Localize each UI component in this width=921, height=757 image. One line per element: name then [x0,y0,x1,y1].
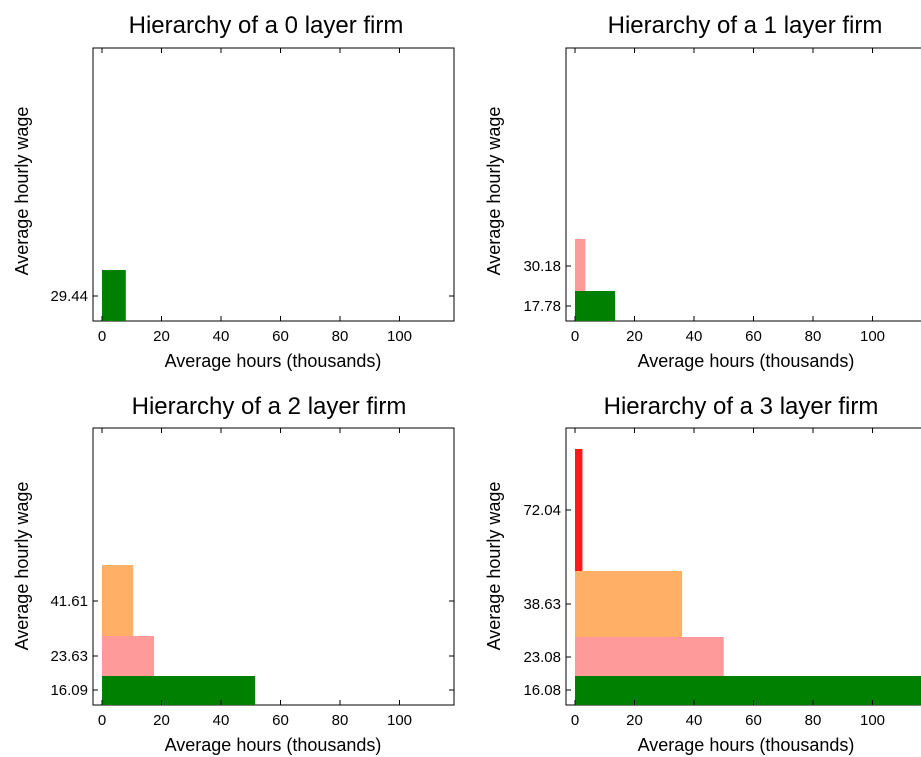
panel-3: 0 20 40 60 80 100 16.08 23.08 38.63 72.04 Hierar… [484,393,921,755]
bar-layer-2 [102,565,134,636]
bar-layer-1 [102,636,155,676]
x-tick-label: 60 [745,712,762,729]
plot-frame [565,47,921,322]
bars-group [575,449,921,705]
y-tick-label: 23.08 [523,649,561,666]
x-tick-label: 0 [98,328,106,345]
y-tick-label: 23.63 [50,648,88,665]
x-tick-label: 100 [387,328,412,345]
x-tick-label: 40 [213,328,230,345]
x-tick-label: 100 [860,712,885,729]
x-axis-label: Average hours (thousands) [638,351,855,371]
x-ticks: 0 20 40 60 80 100 [571,428,885,729]
panel-1: 0 20 40 60 80 100 17.78 30.18 Hierarchy of a 1… [484,12,921,371]
x-ticks: 0 20 40 60 80 100 [98,428,412,729]
bars-group [575,239,616,321]
y-tick-label: 38.63 [523,596,561,613]
x-tick-label: 20 [626,328,643,345]
x-tick-label: 20 [153,712,170,729]
x-tick-label: 60 [272,328,289,345]
y-tick-label: 16.08 [523,682,561,699]
x-tick-label: 0 [571,328,579,345]
x-tick-label: 100 [387,712,412,729]
y-ticks: 17.78 30.18 [523,258,571,315]
x-tick-label: 80 [332,328,349,345]
y-tick-label: 16.09 [50,682,88,699]
x-tick-label: 60 [272,712,289,729]
panel-2: 0 20 40 60 80 100 16.09 23.63 41.61 Hierarchy o… [12,393,455,755]
x-tick-label: 80 [805,328,822,345]
x-ticks: 0 20 40 60 80 100 [98,48,412,345]
y-ticks: 16.08 23.08 38.63 72.04 [523,502,571,699]
x-tick-label: 60 [745,328,762,345]
x-tick-label: 40 [213,712,230,729]
bar-layer-1 [575,239,586,291]
bar-layer-0 [575,291,616,321]
x-tick-label: 80 [332,712,349,729]
x-tick-label: 100 [860,328,885,345]
bar-layer-3 [575,449,583,571]
plot-frame [92,427,455,706]
x-axis-label: Average hours (thousands) [638,735,855,755]
y-ticks: 29.44 [50,288,454,305]
chart-title: Hierarchy of a 0 layer firm [129,12,404,39]
bar-layer-0 [102,270,126,321]
y-tick-label: 72.04 [523,502,561,519]
x-tick-label: 0 [571,712,579,729]
x-tick-label: 0 [98,712,106,729]
panel-0: 0 20 40 60 80 100 29.44 Hierarchy of a 0 laye… [12,12,455,371]
x-ticks: 0 20 40 60 80 100 [571,48,885,345]
bars-group [102,565,256,705]
y-ticks: 16.09 23.63 41.61 [50,593,454,699]
x-axis-label: Average hours (thousands) [165,735,382,755]
y-axis-label: Average hourly wage [484,107,504,276]
y-tick-label: 29.44 [50,288,88,305]
bar-layer-1 [575,637,724,676]
x-axis-label: Average hours (thousands) [165,351,382,371]
bar-layer-0 [102,676,256,705]
y-tick-label: 17.78 [523,298,561,315]
y-axis-label: Average hourly wage [484,482,504,651]
y-axis-label: Average hourly wage [12,482,32,651]
chart-title: Hierarchy of a 3 layer firm [604,393,879,420]
bar-layer-0 [575,676,921,705]
y-tick-label: 41.61 [50,593,88,610]
plot-frame [92,47,455,322]
chart-title: Hierarchy of a 1 layer firm [608,12,883,39]
y-axis-label: Average hourly wage [12,107,32,276]
bars-group [102,270,126,321]
x-tick-label: 80 [805,712,822,729]
x-tick-label: 40 [686,712,703,729]
x-tick-label: 20 [153,328,170,345]
x-tick-label: 40 [686,328,703,345]
bar-layer-2 [575,571,683,637]
y-tick-label: 30.18 [523,258,561,275]
chart-title: Hierarchy of a 2 layer firm [132,393,407,420]
x-tick-label: 20 [626,712,643,729]
